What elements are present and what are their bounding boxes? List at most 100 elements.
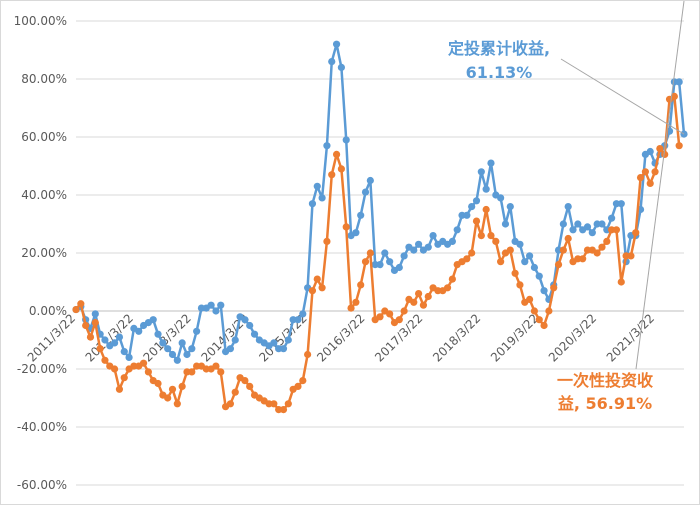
data-point [352,229,360,237]
data-point [139,359,148,367]
data-point [294,316,302,324]
data-point [226,345,235,353]
data-point [598,220,606,228]
data-point [168,350,177,359]
data-point [352,298,360,306]
data-point [135,327,143,335]
data-point [96,345,104,353]
data-point [342,136,350,144]
data-point [530,307,539,315]
data-point [429,232,437,240]
data-point [193,327,201,335]
data-point [120,374,128,382]
data-point [366,176,374,185]
data-point [525,295,534,303]
annotation-orange-line2: 益, 56.91% [558,394,652,413]
data-point [453,226,461,234]
data-point [178,339,186,347]
data-point [250,330,259,338]
gridlines [76,20,684,486]
data-point [506,203,514,211]
data-point [516,240,524,248]
data-point [651,168,659,176]
y-axis-tick-labels: 100.00% 80.00% 60.00% 40.00% 20.00% 0.00% -20.… [14,14,67,492]
data-point [598,243,606,251]
x-tick-label: 2015/3/22 [256,311,309,364]
data-point [540,321,548,330]
data-point [482,205,490,214]
data-point [477,232,485,240]
data-point [463,211,471,219]
y-tick-label: 20.00% [21,246,67,260]
x-tick-label: 2011/3/22 [25,311,78,364]
data-point [115,385,124,393]
data-point [415,290,423,298]
data-point [231,336,239,344]
data-point [115,333,124,341]
data-point [410,298,418,306]
data-point [337,63,345,71]
y-tick-label: -20.00% [17,362,67,376]
data-point [318,284,326,292]
data-point [279,406,288,414]
data-point [550,284,558,292]
data-point [535,272,543,280]
x-tick-label: 2021/3/22 [604,311,657,364]
data-point [535,316,543,324]
data-point [342,223,350,231]
data-point [279,345,288,353]
data-point [521,258,529,266]
y-tick-label: 100.00% [14,14,67,28]
data-point [111,339,119,347]
data-point [246,321,254,330]
data-point [347,304,355,312]
data-point [395,316,403,324]
annotation-orange-line1: 一次性投资收 [557,371,653,390]
data-point [636,174,645,182]
data-point [231,388,239,396]
data-point [188,345,196,353]
data-point [101,356,109,364]
data-point [579,255,587,263]
data-point [299,310,307,318]
data-point [569,226,577,234]
data-point [164,345,172,353]
data-point [357,211,365,219]
data-point [270,400,278,408]
data-point [443,284,452,292]
y-tick-label: 60.00% [21,130,67,144]
series-blue [72,40,688,364]
data-point [284,336,292,344]
data-point [173,356,181,364]
data-point [574,220,582,228]
data-point [617,200,625,208]
data-point [501,220,510,228]
data-point [381,249,389,257]
data-point [419,301,428,309]
data-point [632,229,640,237]
annotation-leader-blue [560,58,685,135]
data-point [149,316,157,324]
data-point [217,301,225,309]
data-point [125,353,133,361]
data-point [154,330,162,338]
data-point [323,142,331,150]
data-point [559,246,567,254]
data-point [299,377,307,385]
data-point [294,382,302,390]
data-point [212,307,220,315]
data-point [154,379,162,388]
x-tick-label: 2020/3/22 [546,311,599,364]
data-point [564,203,572,211]
data-point [241,377,249,385]
data-point [646,147,654,156]
data-point [492,237,500,245]
series-lines [72,40,688,414]
data-point [178,382,186,390]
data-point [386,258,394,266]
data-point [357,281,365,289]
data-point [144,368,152,376]
data-point [328,171,336,179]
data-point [540,287,548,295]
